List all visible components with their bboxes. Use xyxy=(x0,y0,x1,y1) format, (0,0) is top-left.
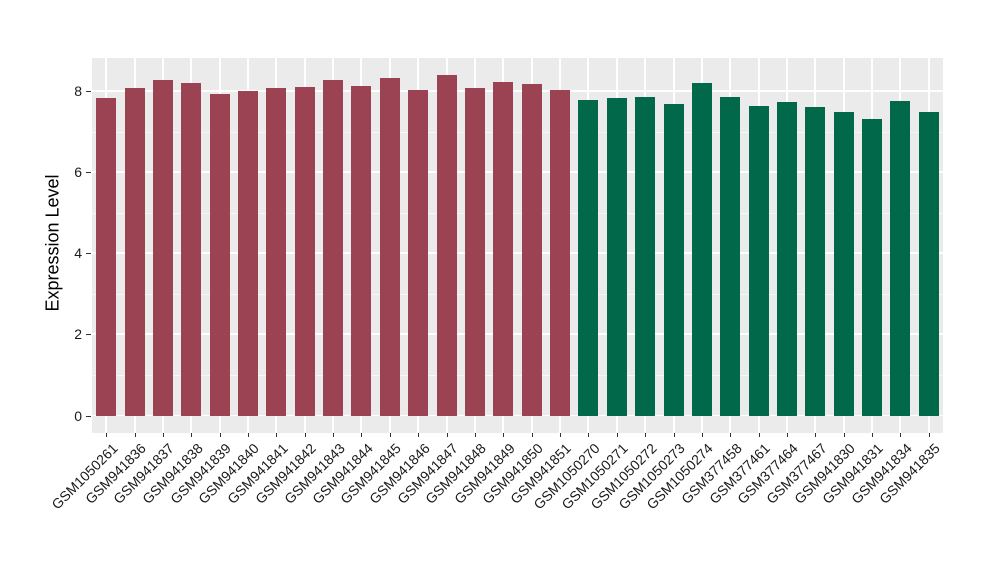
x-tick-mark xyxy=(645,433,647,437)
y-tick-label: 4 xyxy=(74,245,82,262)
y-tick-mark xyxy=(86,415,91,417)
x-tick-mark xyxy=(730,433,732,437)
bar xyxy=(521,84,542,416)
x-tick-mark xyxy=(560,433,562,437)
bar xyxy=(294,86,315,416)
x-tick-mark xyxy=(134,433,136,437)
x-tick-mark xyxy=(162,433,164,437)
bar xyxy=(918,111,939,416)
bar xyxy=(124,88,145,416)
minor-gridline xyxy=(92,131,943,133)
x-tick-mark xyxy=(843,433,845,437)
x-tick-mark xyxy=(531,433,533,437)
y-tick-label: 2 xyxy=(74,326,82,343)
x-tick-mark xyxy=(616,433,618,437)
x-tick-mark xyxy=(248,433,250,437)
y-tick-mark xyxy=(86,91,91,93)
y-tick-label: 6 xyxy=(74,164,82,181)
bar xyxy=(776,101,797,416)
x-tick-mark xyxy=(418,433,420,437)
y-tick-mark xyxy=(86,334,91,336)
bar xyxy=(351,85,372,416)
bar xyxy=(890,100,911,416)
bar xyxy=(805,107,826,416)
y-tick-mark xyxy=(86,253,91,255)
y-axis-title: Expression Level xyxy=(42,174,63,312)
minor-gridline xyxy=(92,212,943,214)
bar xyxy=(464,88,485,416)
bar xyxy=(436,75,457,416)
bar xyxy=(720,96,741,416)
bar xyxy=(691,83,712,416)
bar xyxy=(238,91,259,416)
major-gridline xyxy=(92,171,943,173)
plot-panel xyxy=(92,58,943,433)
x-tick-mark xyxy=(361,433,363,437)
x-tick-mark xyxy=(219,433,221,437)
bar xyxy=(635,96,656,416)
x-tick-mark xyxy=(389,433,391,437)
bar xyxy=(833,111,854,416)
bar xyxy=(323,80,344,416)
bar xyxy=(96,97,117,416)
x-tick-mark xyxy=(106,433,108,437)
x-tick-mark xyxy=(928,433,930,437)
x-tick-mark xyxy=(304,433,306,437)
bar xyxy=(493,82,514,416)
x-tick-mark xyxy=(588,433,590,437)
x-tick-mark xyxy=(758,433,760,437)
x-tick-mark xyxy=(786,433,788,437)
x-tick-mark xyxy=(474,433,476,437)
x-tick-mark xyxy=(446,433,448,437)
minor-gridline xyxy=(92,375,943,377)
minor-gridline xyxy=(92,293,943,295)
x-tick-mark xyxy=(191,433,193,437)
bar xyxy=(862,119,883,416)
y-tick-label: 8 xyxy=(74,83,82,100)
x-tick-mark xyxy=(673,433,675,437)
bar xyxy=(748,106,769,416)
bar xyxy=(408,90,429,416)
bar xyxy=(266,88,287,416)
major-gridline xyxy=(92,414,943,417)
y-tick-label: 0 xyxy=(74,407,82,424)
major-gridline xyxy=(92,90,943,92)
bar xyxy=(578,100,599,416)
bar xyxy=(209,94,230,416)
x-tick-mark xyxy=(276,433,278,437)
x-tick-mark xyxy=(815,433,817,437)
bar xyxy=(663,103,684,416)
x-tick-mark xyxy=(503,433,505,437)
y-tick-mark xyxy=(86,172,91,174)
x-tick-mark xyxy=(872,433,874,437)
bar xyxy=(606,97,627,416)
bar xyxy=(181,82,202,416)
major-gridline xyxy=(92,252,943,254)
x-tick-mark xyxy=(900,433,902,437)
major-gridline xyxy=(92,333,943,336)
x-tick-mark xyxy=(701,433,703,437)
bar xyxy=(152,80,173,416)
x-tick-mark xyxy=(333,433,335,437)
bar xyxy=(379,77,400,416)
bar xyxy=(550,90,571,416)
